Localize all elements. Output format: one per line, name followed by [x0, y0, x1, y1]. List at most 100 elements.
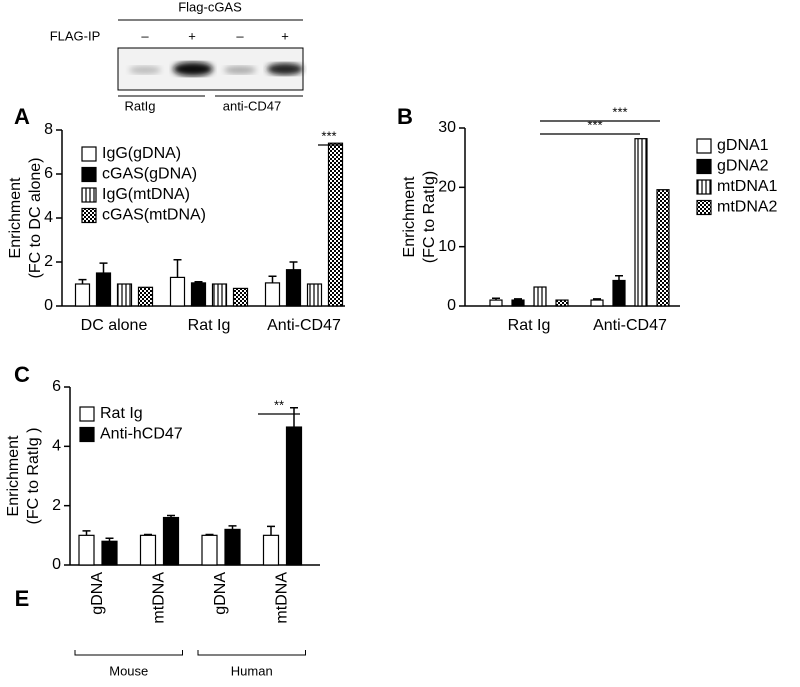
x-tick-label: Anti-CD47	[267, 317, 341, 334]
bar	[285, 269, 302, 307]
error-bar	[173, 259, 182, 278]
legend-label: cGAS(gDNA)	[102, 166, 197, 183]
error-bar	[228, 525, 237, 530]
significance-label: ***	[587, 117, 602, 132]
y-tick-label: 30	[438, 119, 456, 136]
blot-group-label: RatIg	[124, 98, 155, 113]
y-tick-label: 0	[44, 297, 53, 314]
bar	[533, 286, 547, 307]
y-tick-label: 8	[44, 121, 53, 138]
error-bar	[144, 533, 152, 536]
legend-swatch	[81, 146, 97, 162]
y-tick-label: 2	[52, 497, 61, 514]
panel-letter: C	[14, 362, 30, 387]
y-tick-label: 6	[52, 378, 61, 395]
error-bar	[267, 525, 275, 536]
bar	[634, 138, 648, 307]
legend-swatch	[81, 207, 97, 224]
legend-swatch	[79, 406, 95, 422]
x-tick-label: Rat Ig	[508, 317, 551, 334]
y-tick-label: 10	[438, 238, 456, 255]
error-bar	[514, 298, 522, 301]
y-tick-label: 0	[52, 556, 61, 573]
blot-group-label: anti-CD47	[223, 98, 282, 113]
blot-band	[267, 63, 303, 75]
error-bar	[268, 275, 277, 283]
error-bar	[105, 537, 114, 542]
legend-swatch	[696, 179, 712, 195]
bar	[190, 282, 207, 307]
y-tick-label: 6	[44, 165, 53, 182]
y-axis-label: Enrichment	[5, 435, 22, 516]
error-bar	[615, 274, 623, 281]
group-bracket	[74, 650, 183, 656]
blot-band	[224, 66, 256, 74]
error-bar	[82, 530, 91, 536]
error-bar	[99, 262, 108, 273]
blot-sign: –	[236, 28, 244, 43]
legend-label: IgG(mtDNA)	[102, 186, 190, 203]
bar	[201, 534, 218, 566]
legend-label: gDNA2	[717, 158, 769, 175]
y-tick-label: 2	[44, 253, 53, 270]
blot-band	[129, 66, 161, 74]
legend-label: IgG(gDNA)	[102, 145, 181, 162]
y-axis-label: Enrichment	[401, 176, 418, 257]
group-label: Human	[231, 663, 273, 678]
y-axis-label: Enrichment	[7, 177, 24, 258]
y-axis-label: (FC to RatIg)	[421, 171, 438, 263]
bar	[590, 299, 604, 307]
bar	[116, 283, 133, 307]
x-tick-label: mtDNA	[151, 572, 168, 624]
bar	[224, 528, 241, 566]
legend-swatch	[696, 199, 712, 216]
bar	[285, 426, 303, 566]
error-bar	[290, 407, 298, 428]
bar	[612, 279, 626, 307]
x-tick-label: DC alone	[81, 317, 148, 334]
group-bracket	[197, 650, 306, 656]
panel-letter: E	[15, 586, 30, 611]
legend-label: mtDNA1	[717, 178, 778, 195]
x-tick-label: Anti-CD47	[593, 317, 667, 334]
significance-label: **	[274, 397, 284, 412]
legend-swatch	[79, 426, 95, 443]
legend-label: Rat Ig	[100, 405, 143, 422]
x-tick-label: mtDNA	[274, 572, 291, 624]
blot-panel: Flag-cGAS FLAG-IP – + – + RatIg anti-CD4…	[50, 0, 304, 113]
x-tick-label: gDNA	[89, 572, 106, 615]
blot-title: Flag-cGAS	[178, 0, 242, 14]
legend-swatch	[81, 166, 97, 183]
group-label: Mouse	[109, 663, 148, 678]
bar	[169, 276, 186, 307]
bar	[262, 534, 280, 566]
blot-sign: +	[281, 28, 289, 43]
bar	[74, 283, 91, 307]
error-bar	[492, 297, 500, 301]
bar	[137, 286, 154, 307]
bar	[95, 272, 112, 307]
y-axis-label: (FC to RatIg )	[25, 428, 42, 525]
error-bar	[167, 514, 175, 518]
error-bar	[78, 278, 87, 284]
bar	[656, 189, 670, 307]
bar	[101, 540, 118, 566]
y-tick-label: 0	[447, 297, 456, 314]
x-tick-label: gDNA	[212, 572, 229, 615]
bar	[327, 142, 344, 307]
significance-label: ***	[321, 128, 336, 143]
panel-letter: A	[14, 104, 30, 129]
y-axis-label: (FC to DC alone)	[27, 158, 44, 279]
significance-label: ***	[612, 104, 627, 119]
bar	[511, 299, 525, 307]
legend-label: cGAS(mtDNA)	[102, 207, 206, 224]
legend-swatch	[81, 187, 97, 203]
blot-band	[173, 62, 213, 76]
error-bar	[593, 298, 601, 301]
x-tick-label: Rat Ig	[188, 317, 231, 334]
y-tick-label: 4	[52, 438, 61, 455]
panel-letter: B	[397, 104, 413, 129]
legend-label: Anti-hCD47	[100, 426, 183, 443]
blot-sign: –	[141, 28, 149, 43]
